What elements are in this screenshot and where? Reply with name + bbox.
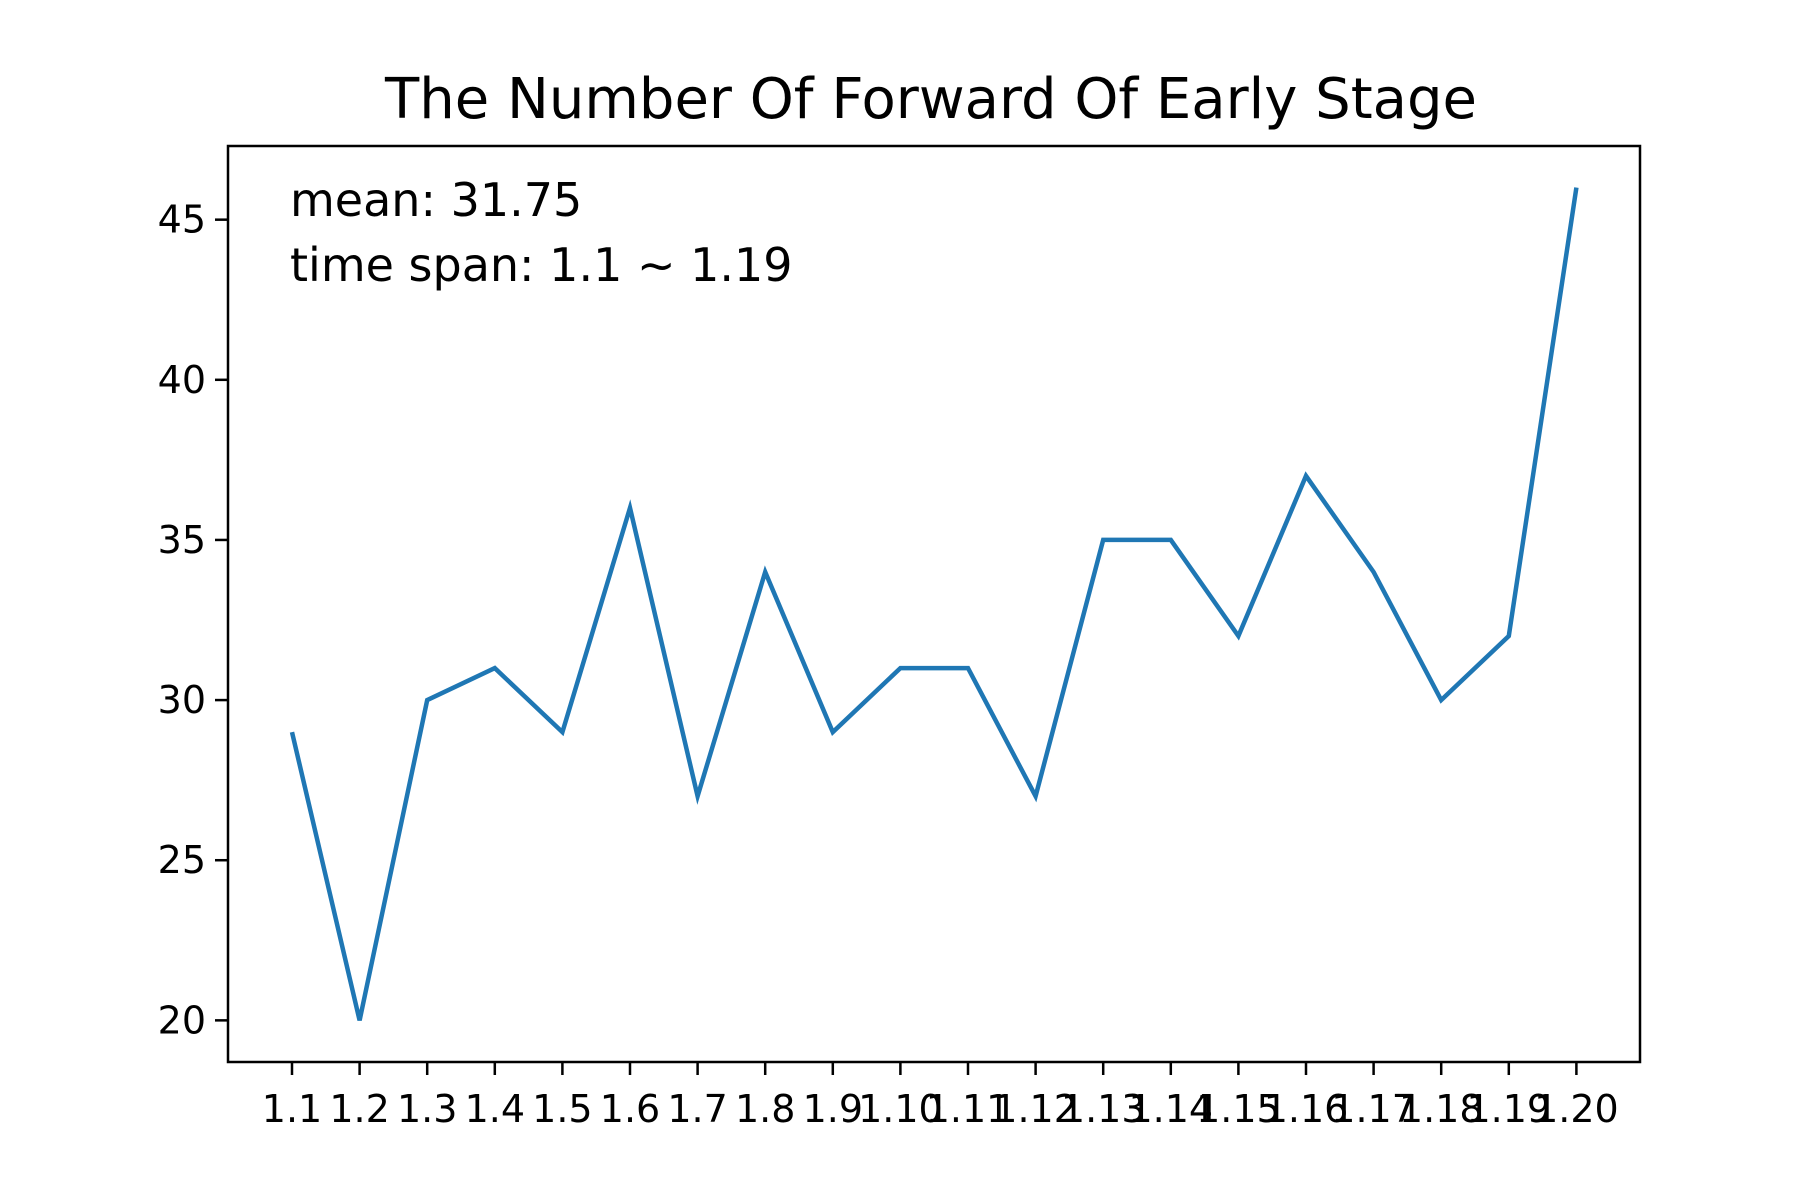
y-tick-label: 25 xyxy=(158,838,206,882)
x-tick-label: 1.8 xyxy=(735,1087,795,1131)
x-tick-label: 1.11 xyxy=(926,1087,1011,1131)
time-span-annotation: time span: 1.1 ~ 1.19 xyxy=(290,238,793,292)
chart-title: The Number Of Forward Of Early Stage xyxy=(384,67,1477,132)
x-tick-label: 1.19 xyxy=(1466,1087,1551,1131)
y-tick-label: 20 xyxy=(158,998,206,1042)
x-tick-label: 1.13 xyxy=(1061,1087,1146,1131)
x-tick-label: 1.14 xyxy=(1128,1087,1213,1131)
x-tick-label: 1.4 xyxy=(465,1087,525,1131)
x-tick-label: 1.2 xyxy=(329,1087,389,1131)
x-tick-label: 1.12 xyxy=(993,1087,1078,1131)
y-tick-label: 30 xyxy=(158,678,206,722)
x-tick-label: 1.10 xyxy=(858,1087,943,1131)
plot-frame xyxy=(226,144,1642,1064)
x-tick-label: 1.16 xyxy=(1264,1087,1349,1131)
x-tick-label: 1.9 xyxy=(803,1087,863,1131)
x-tick-label: 1.5 xyxy=(532,1087,592,1131)
y-axis: 20 25 30 35 40 45 xyxy=(158,198,228,1042)
x-tick-label: 1.1 xyxy=(262,1087,322,1131)
y-tick-label: 45 xyxy=(158,198,206,242)
y-tick-label: 40 xyxy=(158,358,206,402)
y-tick-label: 35 xyxy=(158,518,206,562)
x-axis: 1.1 1.2 1.3 1.4 1.5 1.6 1.7 1.8 1.91.101.111.121… xyxy=(262,1062,1619,1131)
x-tick-label: 1.3 xyxy=(397,1087,457,1131)
x-tick-label: 1.7 xyxy=(667,1087,727,1131)
x-tick-label: 1.6 xyxy=(600,1087,660,1131)
x-tick-label: 1.20 xyxy=(1534,1087,1619,1131)
x-tick-label: 1.17 xyxy=(1331,1087,1416,1131)
x-tick-label: 1.18 xyxy=(1399,1087,1484,1131)
mean-annotation: mean: 31.75 xyxy=(290,173,582,227)
series-line xyxy=(289,187,1579,1021)
x-tick-label: 1.15 xyxy=(1196,1087,1281,1131)
